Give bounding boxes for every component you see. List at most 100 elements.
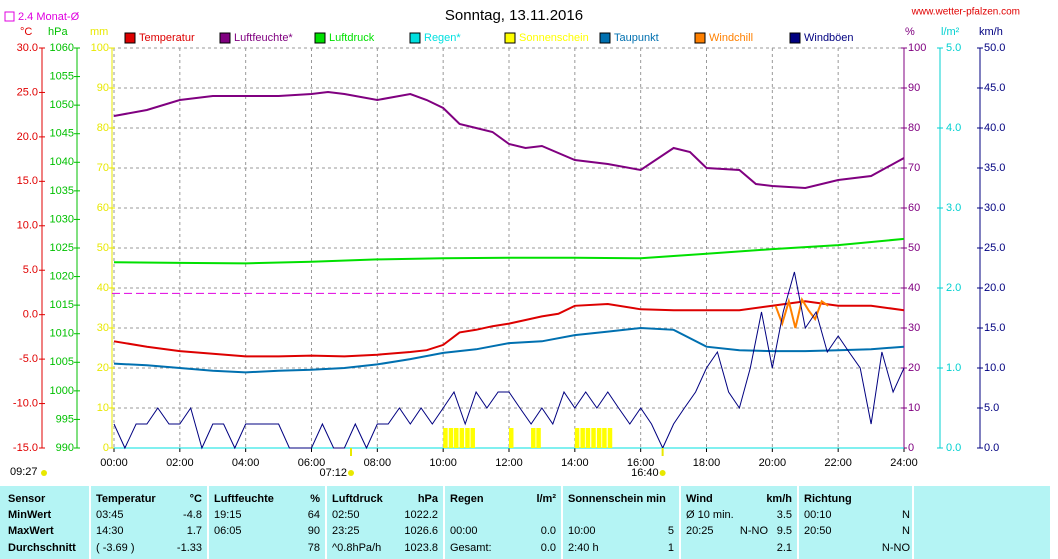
table-cell: 1022.2 — [404, 509, 438, 521]
table-cell: 78 — [307, 542, 320, 554]
y-tick-label: 2.0 — [946, 282, 961, 294]
series-line — [113, 90, 905, 190]
table-cell: 9.5 — [776, 525, 792, 537]
y-tick-label: 0.0 — [984, 442, 999, 454]
table-cell: 20:25 — [686, 525, 714, 537]
sun-icon — [348, 470, 354, 476]
table-cell: N-NO — [739, 525, 768, 537]
table-cell: 00:10 — [804, 509, 832, 521]
table-cell: Regen — [450, 493, 484, 505]
legend-label: Regen* — [424, 32, 461, 44]
y-tick-label: 90 — [908, 82, 920, 94]
sun-bar — [591, 428, 596, 448]
y-tick-label: 30.0 — [17, 42, 38, 54]
axis-unit: % — [905, 26, 915, 38]
y-tick-label: -5.0 — [19, 353, 38, 365]
series-line — [113, 271, 905, 450]
x-tick-label: 08:00 — [364, 457, 392, 469]
table-cell: N — [902, 509, 910, 521]
sun-bar — [580, 428, 585, 448]
y-tick-label: 60 — [97, 202, 109, 214]
legend-swatch — [409, 32, 421, 44]
y-tick-label: 40 — [908, 282, 920, 294]
y-tick-label: 0.0 — [23, 309, 38, 321]
table-cell: -4.8 — [183, 509, 202, 521]
legend-label: Temperatur — [139, 32, 195, 44]
y-tick-label: 70 — [908, 162, 920, 174]
y-tick-label: 1005 — [50, 356, 74, 368]
y-tick-label: 15.0 — [17, 175, 38, 187]
sun-bar — [454, 428, 459, 448]
sun-bar — [448, 428, 454, 448]
sun-marker-label: 07:12 — [319, 467, 347, 479]
y-tick-label: 1000 — [50, 385, 74, 397]
sun-bar — [536, 428, 541, 448]
table-cell: 02:50 — [332, 509, 360, 521]
monthly-average-label: 2.4 Monat-Ø — [18, 11, 80, 23]
y-tick-label: 1025 — [50, 242, 74, 254]
legend-swatch — [599, 32, 611, 44]
column-separator — [443, 486, 445, 559]
y-tick-label: 20 — [97, 362, 109, 374]
table-header: Sonnenschein min — [568, 493, 666, 505]
sun-bar — [443, 428, 448, 448]
y-tick-label: 0.0 — [946, 442, 961, 454]
sun-bar — [596, 428, 602, 448]
sun-bar — [465, 428, 470, 448]
sun-bar — [585, 428, 591, 448]
table-cell: 90 — [307, 525, 320, 537]
axis-unit: hPa — [48, 26, 68, 38]
row-label: MaxWert — [8, 525, 54, 537]
legend-swatch — [789, 32, 801, 44]
sun-bar — [574, 428, 580, 448]
table-cell: 1026.6 — [404, 525, 438, 537]
table-cell: 14:30 — [96, 525, 124, 537]
y-tick-label: 4.0 — [946, 122, 961, 134]
sun-icon — [41, 470, 47, 476]
x-tick-label: 02:00 — [166, 457, 194, 469]
legend-swatch — [504, 32, 516, 44]
table-header: Sensor — [8, 493, 46, 505]
table-cell: N-NO — [881, 542, 910, 554]
y-tick-label: 80 — [908, 122, 920, 134]
y-tick-label: 1050 — [50, 99, 74, 111]
y-tick-label: 10.0 — [17, 220, 38, 232]
table-cell: 64 — [307, 509, 320, 521]
y-tick-label: 100 — [91, 42, 109, 54]
legend-swatch — [694, 32, 706, 44]
series-line — [113, 326, 905, 374]
y-tick-label: 0 — [103, 442, 109, 454]
y-tick-label: 60 — [908, 202, 920, 214]
column-separator — [207, 486, 209, 559]
column-separator — [325, 486, 327, 559]
y-tick-label: 990 — [56, 442, 74, 454]
y-tick-label: 30.0 — [984, 202, 1005, 214]
sun-bar — [459, 428, 465, 448]
table-cell: l/m² — [536, 493, 556, 505]
y-tick-label: 1035 — [50, 185, 74, 197]
row-label: Durchschnitt — [8, 542, 76, 554]
table-cell: 03:45 — [96, 509, 124, 521]
legend-label: Sonnenschein — [519, 32, 589, 44]
series-line — [113, 300, 905, 358]
legend-label: Windchill — [709, 32, 753, 44]
table-cell: 00:00 — [450, 525, 478, 537]
table-header: Richtung — [804, 493, 852, 505]
y-tick-label: 10 — [908, 402, 920, 414]
table-cell: 10:00 — [568, 525, 596, 537]
chart: Sonntag, 13.11.2016 www.wetter-pfalzen.c… — [4, 7, 1020, 479]
legend-label: Luftfeuchte* — [234, 32, 293, 44]
x-tick-label: 10:00 — [429, 457, 457, 469]
y-tick-label: 1040 — [50, 156, 74, 168]
monthly-average-icon — [4, 11, 15, 22]
x-tick-label: 24:00 — [890, 457, 918, 469]
sun-bar — [607, 428, 613, 448]
column-separator — [797, 486, 799, 559]
table-cell: N — [902, 525, 910, 537]
x-tick-label: 12:00 — [495, 457, 523, 469]
y-tick-label: 5.0 — [946, 42, 961, 54]
y-tick-label: 25.0 — [984, 242, 1005, 254]
x-tick-label: 20:00 — [759, 457, 787, 469]
table-cell: hPa — [417, 493, 438, 505]
table-cell: 5 — [667, 525, 674, 537]
